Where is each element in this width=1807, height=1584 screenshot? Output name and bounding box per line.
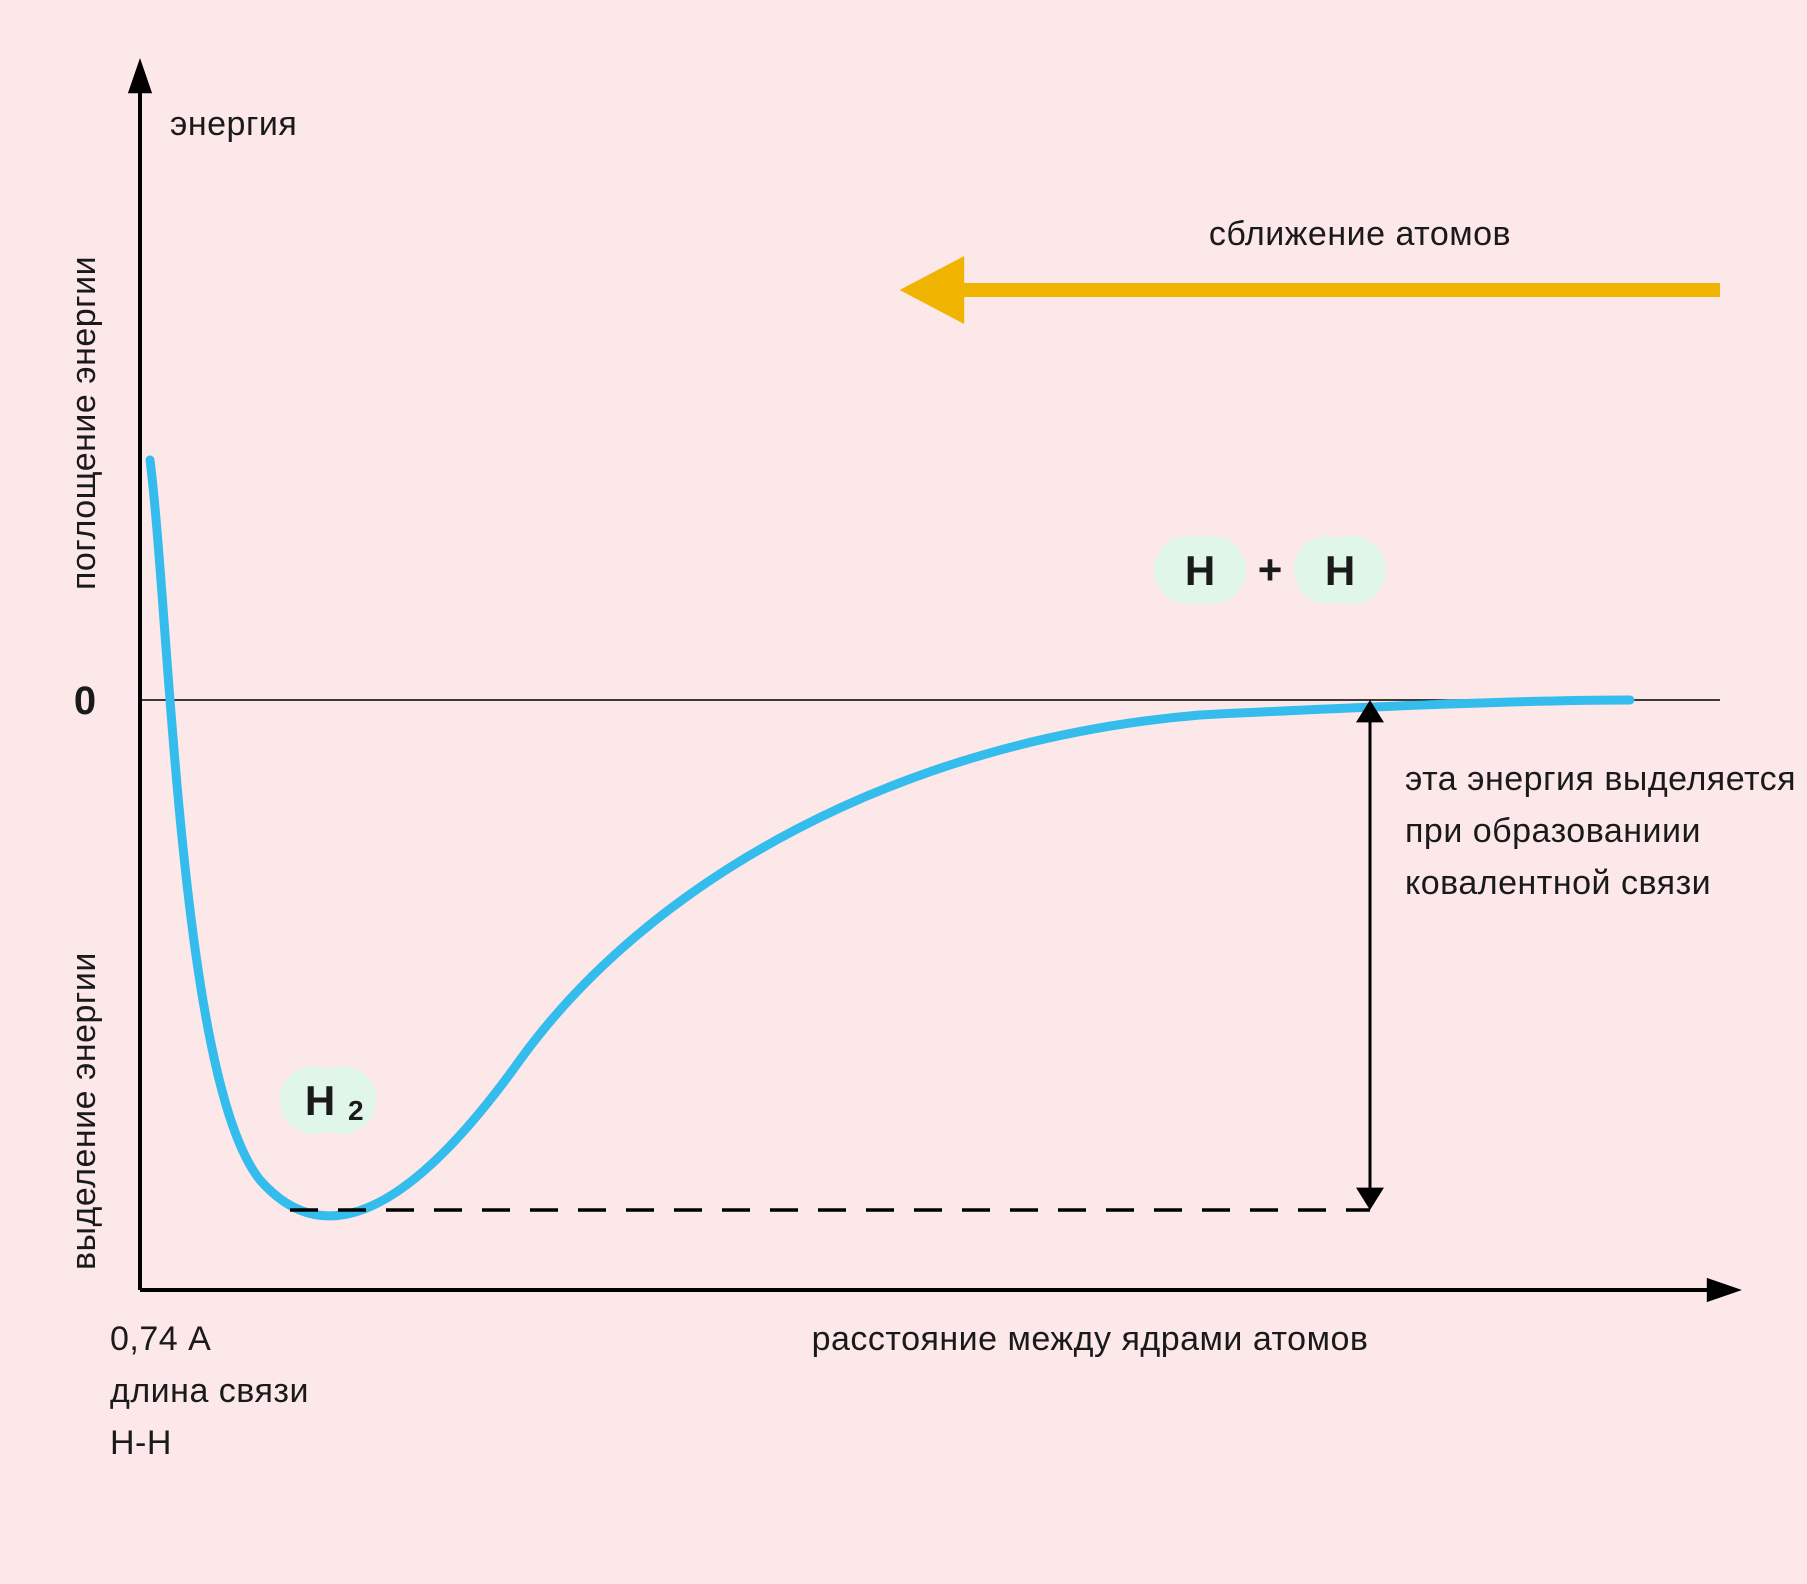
molecule-h2: H2 (280, 1066, 376, 1134)
energy-note-line-1: эта энергия выделяется (1405, 760, 1796, 798)
bond-length-line-3: Н-Н (110, 1424, 172, 1462)
zero-label: 0 (74, 679, 96, 723)
y-axis-title: энергия (170, 105, 297, 143)
direction-label: сближение атомов (1209, 215, 1511, 253)
energy-note-line-2: при образованиии (1405, 812, 1701, 850)
molecule-h-label: H (305, 1077, 335, 1124)
molecule-sub-label: 2 (348, 1095, 364, 1126)
bond-length-line-2: длина связи (110, 1372, 309, 1410)
y-upper-label: поглощение энергии (65, 256, 103, 590)
bond-length-line-1: 0,74 А (110, 1320, 211, 1358)
energy-diagram-svg: H+HH2энергияпоглощение энергии0выделение… (0, 0, 1807, 1584)
energy-note-line-3: ковалентной связи (1405, 864, 1711, 902)
y-lower-label: выделение энергии (65, 952, 103, 1270)
atom-h-label-2: H (1325, 547, 1355, 594)
diagram-canvas: H+HH2энергияпоглощение энергии0выделение… (0, 0, 1807, 1584)
x-axis-title: расстояние между ядрами атомов (812, 1320, 1369, 1358)
atom-h-label-1: H (1185, 547, 1215, 594)
plus-label: + (1258, 546, 1283, 593)
